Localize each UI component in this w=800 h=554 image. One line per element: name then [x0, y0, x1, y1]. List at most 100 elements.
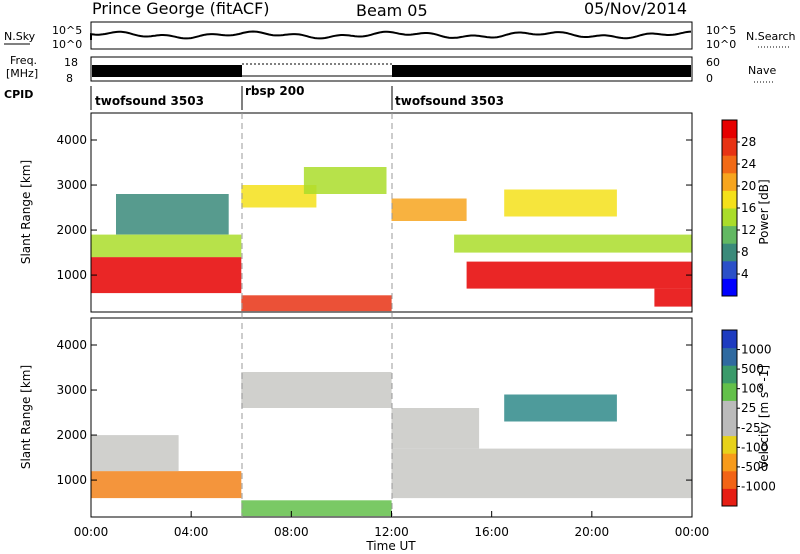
nave-label: Nave: [748, 64, 776, 77]
y-tick-label: 2000: [56, 428, 87, 442]
power-patch: [116, 194, 229, 235]
power-y-axis-label: Slant Range [km]: [19, 160, 33, 264]
colorbar-tick-label: -500: [741, 460, 768, 474]
colorbar-swatch: [722, 137, 737, 156]
y-tick-label: 1000: [56, 268, 87, 282]
colorbar-swatch: [722, 347, 737, 366]
y-tick-label: 1000: [56, 473, 87, 487]
power-patch: [241, 185, 317, 208]
y-tick-label: 4000: [56, 338, 87, 352]
freq-bar-2: [392, 65, 691, 77]
colorbar-swatch: [722, 400, 737, 419]
colorbar-tick-label: 20: [741, 179, 756, 193]
colorbar-tick-label: 500: [741, 362, 764, 376]
cpid-segment-2: rbsp 200: [245, 84, 304, 98]
station-title: Prince George (fitACF): [92, 0, 270, 18]
freq-tick-bottom: 8: [66, 72, 73, 85]
velocity-patch: [241, 500, 392, 517]
freq-label-2: [MHz]: [6, 67, 38, 80]
nsearch-tick-bottom: 10^0: [706, 38, 736, 51]
colorbar-tick-label: 8: [741, 245, 749, 259]
velocity-colorbar: [721, 329, 738, 507]
velocity-patch: [241, 372, 392, 408]
y-tick-label: 2000: [56, 223, 87, 237]
velocity-patch: [504, 394, 617, 422]
nsky-label: N.Sky: [4, 30, 36, 43]
colorbar-tick-label: 24: [741, 157, 756, 171]
nsky-tick-bottom: 10^0: [52, 38, 82, 51]
colorbar-tick-label: 4: [741, 267, 749, 281]
cpid-label: CPID: [4, 88, 33, 101]
colorbar-swatch: [722, 243, 737, 262]
cpid-segment-1: twofsound 3503: [95, 94, 204, 108]
velocity-colorbar-ticks: 1000 500 100 25 -25 -100 -500 -1000: [737, 343, 776, 493]
power-patch: [504, 189, 617, 217]
x-tick-label: 20:00: [575, 525, 610, 539]
colorbar-swatch: [722, 225, 737, 244]
velocity-heatmap: [91, 372, 692, 517]
colorbar-tick-label: -25: [741, 421, 761, 435]
colorbar-swatch: [722, 208, 737, 227]
y-tick-label: 3000: [56, 383, 87, 397]
nave-tick-bottom: 0: [706, 72, 713, 85]
power-patch: [654, 288, 692, 307]
beam-title: Beam 05: [356, 1, 428, 20]
colorbar-swatch: [722, 190, 737, 209]
power-y-ticks: 4000 3000 2000 1000: [56, 133, 692, 282]
power-patch: [303, 167, 387, 194]
x-tick-label: 16:00: [474, 525, 509, 539]
power-patch: [466, 261, 692, 289]
colorbar-swatch: [722, 418, 737, 437]
nsearch-tick-top: 10^5: [706, 24, 736, 37]
colorbar-swatch: [722, 260, 737, 279]
x-tick-label: 04:00: [174, 525, 209, 539]
power-heatmap: [91, 167, 692, 312]
nsky-tick-top: 10^5: [52, 24, 82, 37]
x-tick-label: 00:00: [74, 525, 109, 539]
freq-label-1: Freq.: [10, 54, 37, 67]
power-patch: [241, 295, 392, 312]
colorbar-frame: [721, 329, 738, 507]
velocity-patch: [391, 448, 692, 499]
freq-bar-1: [92, 65, 242, 77]
power-patch: [91, 257, 242, 294]
x-tick-label: 00:00: [675, 525, 710, 539]
colorbar-swatch: [722, 120, 737, 139]
velocity-patch: [391, 408, 480, 449]
colorbar-tick-label: -1000: [741, 479, 776, 493]
velocity-patch: [91, 435, 179, 472]
velocity-y-axis-label: Slant Range [km]: [19, 365, 33, 469]
colorbar-tick-label: 25: [741, 401, 756, 415]
colorbar-swatch: [722, 172, 737, 191]
colorbar-swatch: [722, 435, 737, 454]
x-tick-label: 12:00: [374, 525, 409, 539]
velocity-patch: [91, 471, 242, 499]
y-tick-label: 4000: [56, 133, 87, 147]
power-colorbar-label: Power [dB]: [757, 179, 771, 244]
velocity-y-ticks: 4000 3000 2000 1000: [56, 338, 692, 487]
power-patch: [454, 234, 692, 253]
y-tick-label: 3000: [56, 178, 87, 192]
nsky-line: [90, 30, 692, 40]
colorbar-tick-label: 100: [741, 382, 764, 396]
nsearch-label: N.Search: [746, 30, 796, 43]
x-tick-label: 08:00: [274, 525, 309, 539]
freq-panel: [90, 56, 693, 82]
colorbar-swatch: [722, 155, 737, 174]
colorbar-swatch: [722, 470, 737, 489]
freq-tick-top: 18: [64, 56, 78, 69]
colorbar-tick-label: 1000: [741, 343, 772, 357]
power-colorbar: [721, 119, 738, 297]
colorbar-swatch: [722, 382, 737, 401]
colorbar-swatch: [722, 330, 737, 349]
nave-tick-top: 60: [706, 56, 720, 69]
colorbar-swatch: [722, 278, 737, 297]
power-patch: [91, 234, 242, 258]
colorbar-tick-label: 16: [741, 201, 756, 215]
cpid-segment-3: twofsound 3503: [395, 94, 504, 108]
colorbar-tick-label: -100: [741, 440, 768, 454]
colorbar-swatch: [722, 365, 737, 384]
date-title: 05/Nov/2014: [584, 0, 687, 18]
power-patch: [391, 198, 467, 221]
